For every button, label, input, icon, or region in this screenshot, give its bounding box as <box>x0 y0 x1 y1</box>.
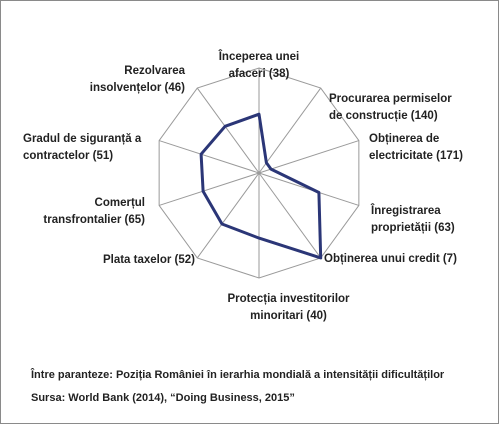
spoke <box>158 172 260 206</box>
category-label: Rezolvarea insolvențelor (46) <box>89 65 185 94</box>
spoke <box>258 140 360 174</box>
spoke <box>258 172 322 259</box>
note: Între paranteze: Poziția României în ier… <box>31 369 445 381</box>
category-label: Gradul de siguranță a contractelor (51) <box>23 133 142 162</box>
category-label: Obținerea unui credit (7) <box>324 253 457 265</box>
spoke <box>258 87 322 174</box>
category-label: Obținerea de electricitate (171) <box>369 133 463 162</box>
category-label: Comerțul transfrontalier (65) <box>43 197 145 226</box>
category-label: Începerea unei afaceri (38) <box>218 51 300 80</box>
data-line <box>199 112 323 260</box>
category-label: Plata taxelor (52) <box>102 254 195 266</box>
category-label: Procurarea permiselor de construcție (14… <box>329 93 452 122</box>
spoke <box>158 140 260 174</box>
category-label: Protecția investitorilor minoritari (40) <box>227 293 350 322</box>
spoke <box>196 87 260 174</box>
source: Sursa: World Bank (2014), “Doing Busines… <box>31 392 295 404</box>
category-label: Înregistrarea proprietății (63) <box>371 205 455 234</box>
spoke <box>196 172 260 259</box>
